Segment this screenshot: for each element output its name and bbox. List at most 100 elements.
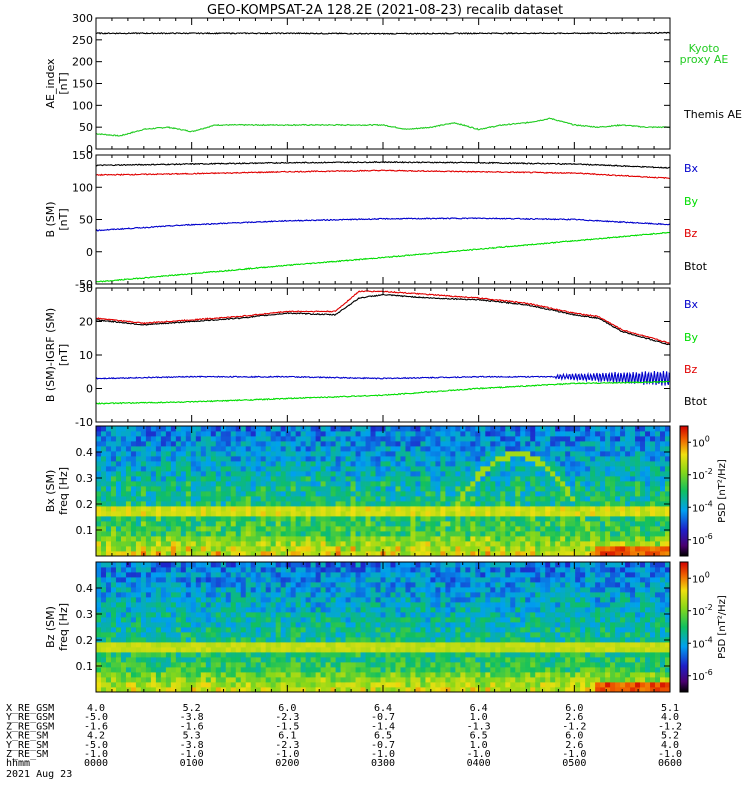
spectrogram-cell — [300, 652, 307, 658]
spectrogram-cell — [165, 501, 172, 507]
spectrogram-cell — [320, 506, 326, 512]
spectrogram-cell — [330, 562, 336, 568]
spectrogram-cell — [615, 451, 621, 457]
spectrogram-cell — [295, 511, 302, 517]
spectrogram-cell — [475, 441, 481, 447]
spectrogram-cell — [445, 541, 451, 547]
spectrogram-cell — [325, 637, 331, 643]
y-tick-label: 100 — [72, 181, 93, 194]
spectrogram-cell — [255, 677, 262, 683]
spectrogram-cell — [260, 647, 267, 653]
spectrogram-cell — [260, 622, 267, 628]
spectrogram-cell — [650, 531, 656, 537]
spectrogram-cell — [330, 682, 336, 688]
spectrogram-cell — [335, 667, 341, 673]
spectrogram-cell — [120, 531, 127, 537]
spectrogram-cell — [235, 592, 242, 598]
spectrogram-cell — [305, 436, 312, 442]
spectrogram-cell — [380, 451, 386, 457]
spectrogram-cell — [615, 471, 621, 477]
spectrogram-cell — [245, 622, 252, 628]
spectrogram-cell — [595, 526, 601, 532]
spectrogram-cell — [500, 426, 506, 432]
spectrogram-cell — [445, 446, 451, 452]
spectrogram-cell — [540, 531, 546, 537]
spectrogram-cell — [340, 551, 346, 557]
spectrogram-cell — [495, 526, 501, 532]
spectrogram-cell — [115, 496, 122, 502]
spectrogram-cell — [405, 426, 411, 432]
spectrogram-cell — [175, 456, 182, 462]
spectrogram-cell — [525, 511, 531, 517]
spectrogram-cell — [220, 652, 227, 658]
spectrogram-cell — [105, 491, 112, 497]
spectrogram-cell — [525, 481, 531, 487]
spectrogram-cell — [330, 647, 336, 653]
spectrogram-cell — [395, 456, 401, 462]
spectrogram-cell — [110, 607, 117, 613]
spectrogram-cell — [320, 662, 326, 668]
spectrogram-cell — [325, 541, 331, 547]
spectrogram-cell — [390, 471, 396, 477]
spectrogram-cell — [435, 511, 441, 517]
spectrogram-cell — [430, 441, 436, 447]
spectrogram-cell — [325, 562, 331, 568]
spectrogram-cell — [260, 491, 267, 497]
spectrogram-cell — [345, 572, 351, 578]
spectrogram-cell — [455, 486, 461, 492]
spectrogram-cell — [630, 546, 636, 552]
spectrogram-cell — [295, 451, 302, 457]
spectrogram-cell — [330, 627, 336, 633]
spectrogram-cell — [570, 511, 576, 517]
spectrogram-cell — [410, 486, 416, 492]
spectrogram-cell — [635, 436, 641, 442]
spectrogram-cell — [180, 496, 187, 502]
spectrogram-cell — [140, 511, 147, 517]
spectrogram-cell — [500, 486, 506, 492]
spectrogram-cell — [635, 456, 641, 462]
spectrogram-cell — [410, 551, 416, 557]
spectrogram-cell — [420, 516, 426, 522]
spectrogram-cell — [140, 541, 147, 547]
spectrogram-cell — [400, 481, 406, 487]
spectrogram-cell — [205, 577, 212, 583]
spectrogram-cell — [330, 526, 336, 532]
spectrogram-cell — [235, 526, 242, 532]
spectrogram-cell — [555, 496, 561, 502]
spectrogram-cell — [360, 592, 366, 598]
spectrogram-cell — [350, 607, 356, 613]
spectrogram-cell — [285, 662, 292, 668]
spectrogram-cell — [270, 521, 277, 527]
spectrogram-cell — [110, 562, 117, 568]
spectrogram-cell — [275, 682, 282, 688]
spectrogram-cell — [265, 592, 272, 598]
spectrogram-cell — [110, 496, 117, 502]
spectrogram-cell — [315, 446, 322, 452]
spectrogram-cell — [615, 541, 621, 547]
spectrogram-cell — [115, 471, 122, 477]
spectrogram-cell — [420, 546, 426, 552]
spectrogram-cell — [655, 446, 661, 452]
spectrogram-cell — [360, 426, 366, 432]
spectrogram-cell — [335, 526, 341, 532]
spectrogram-cell — [320, 587, 326, 593]
spectrogram-cell — [280, 567, 287, 573]
spectrogram-cell — [120, 526, 127, 532]
spectrogram-cell — [355, 567, 361, 573]
spectrogram-cell — [365, 652, 371, 658]
spectrogram-cell — [170, 637, 177, 643]
spectrogram-cell — [250, 456, 257, 462]
spectrogram-cell — [560, 536, 566, 542]
spectrogram-cell — [620, 541, 626, 547]
spectrogram-cell — [415, 506, 421, 512]
spectrogram-cell — [420, 506, 426, 512]
spectrogram-cell — [200, 587, 207, 593]
spectrogram-cell — [245, 647, 252, 653]
spectrogram-cell — [120, 592, 127, 598]
spectrogram-cell — [145, 446, 152, 452]
spectrogram-cell — [170, 602, 177, 608]
spectrogram-cell — [410, 491, 416, 497]
spectrogram-cell — [420, 466, 426, 472]
spectrogram-cell — [210, 486, 217, 492]
spectrogram-cell — [235, 521, 242, 527]
